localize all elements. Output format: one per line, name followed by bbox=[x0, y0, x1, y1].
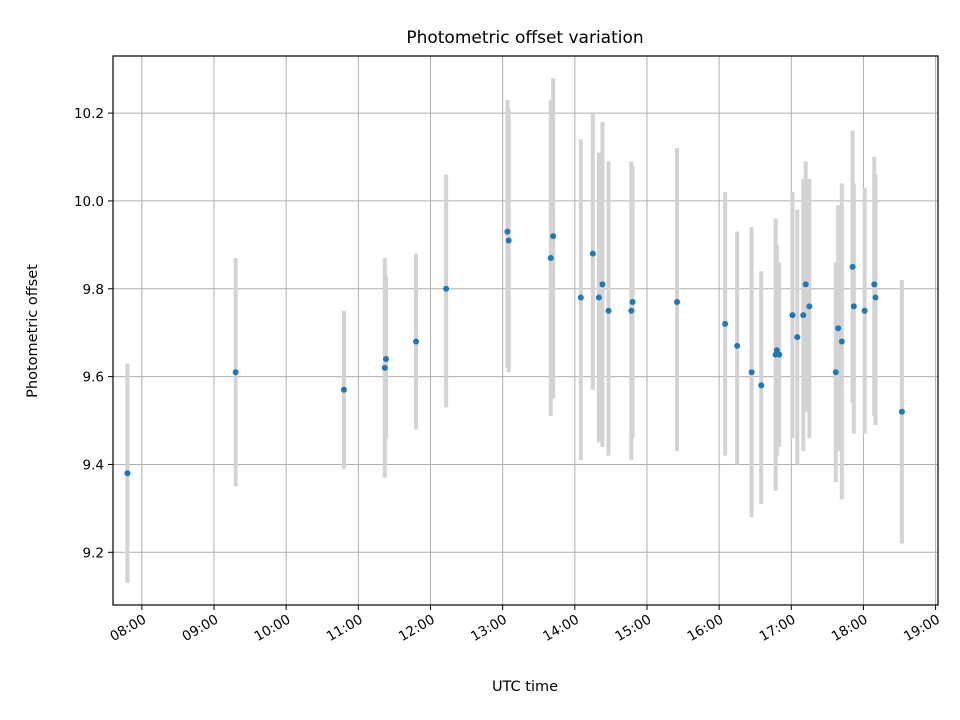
data-point bbox=[835, 325, 842, 332]
data-point bbox=[628, 307, 635, 314]
data-point bbox=[443, 285, 450, 292]
data-point bbox=[124, 470, 131, 477]
data-point bbox=[381, 364, 388, 371]
data-point bbox=[595, 294, 602, 301]
chart-title: Photometric offset variation bbox=[406, 28, 643, 48]
y-tick-label: 9.8 bbox=[83, 282, 104, 298]
data-point bbox=[748, 369, 755, 376]
data-point bbox=[861, 307, 868, 314]
y-tick-label: 10.0 bbox=[74, 194, 104, 210]
y-axis-label: Photometric offset bbox=[25, 264, 41, 398]
data-point bbox=[800, 312, 807, 319]
data-point bbox=[722, 320, 729, 327]
x-axis-label: UTC time bbox=[492, 679, 558, 695]
data-point bbox=[871, 281, 878, 288]
data-point bbox=[599, 281, 606, 288]
data-point bbox=[872, 294, 879, 301]
y-tick-label: 9.4 bbox=[83, 457, 104, 473]
y-axis-ticks: 9.2 9.4 9.6 9.8 10.0 10.2 bbox=[74, 106, 113, 561]
data-point bbox=[382, 356, 389, 363]
data-points bbox=[124, 228, 905, 477]
data-point bbox=[734, 342, 741, 349]
data-point bbox=[504, 228, 511, 235]
data-point bbox=[776, 351, 783, 358]
data-point bbox=[832, 369, 839, 376]
data-point bbox=[898, 408, 905, 415]
grid-lines bbox=[113, 56, 938, 605]
data-point bbox=[232, 369, 239, 376]
data-point bbox=[550, 233, 557, 240]
data-point bbox=[674, 298, 681, 305]
data-point bbox=[340, 386, 347, 393]
data-point bbox=[838, 338, 845, 345]
data-point bbox=[850, 303, 857, 310]
data-point bbox=[547, 255, 554, 262]
y-tick-label: 10.2 bbox=[74, 106, 104, 122]
data-point bbox=[589, 250, 596, 257]
data-point bbox=[773, 347, 780, 354]
data-point bbox=[629, 298, 636, 305]
data-point bbox=[413, 338, 420, 345]
data-point bbox=[806, 303, 813, 310]
data-point bbox=[605, 307, 612, 314]
data-point bbox=[849, 263, 856, 270]
data-point bbox=[758, 382, 765, 389]
y-tick-label: 9.2 bbox=[83, 545, 104, 561]
data-point bbox=[577, 294, 584, 301]
y-tick-label: 9.6 bbox=[83, 370, 104, 386]
data-point bbox=[505, 237, 512, 244]
plot-frame bbox=[112, 55, 939, 606]
data-point bbox=[789, 312, 796, 319]
data-point bbox=[794, 334, 801, 341]
data-point bbox=[802, 281, 809, 288]
